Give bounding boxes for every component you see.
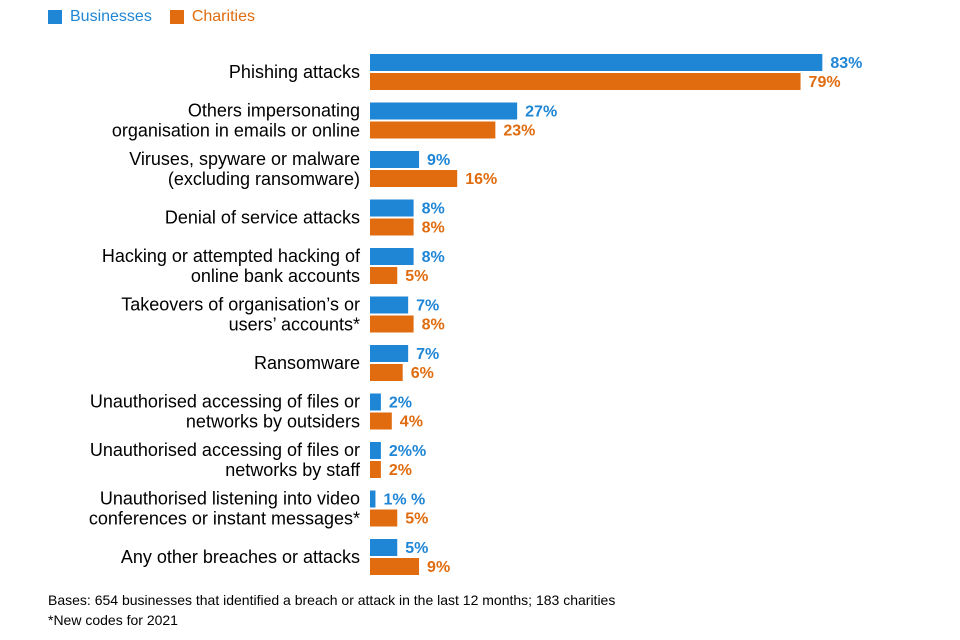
bar-charities (370, 558, 420, 575)
value-label-businesses: 2%% (389, 443, 426, 460)
bar-businesses (370, 54, 823, 71)
category-label: Unauthorised accessing of files or networ… (90, 440, 361, 480)
value-label-charities: 9% (427, 559, 450, 576)
value-label-charities: 79% (809, 74, 841, 91)
value-label-charities: 8% (422, 220, 445, 237)
value-label-businesses: 5% (405, 540, 428, 557)
bar-businesses (370, 345, 409, 362)
category-label: Denial of service attacks (165, 208, 360, 228)
value-label-charities: 4% (400, 414, 423, 431)
bar-charities (370, 461, 381, 478)
bar-charities (370, 218, 414, 236)
category-label: Unauthorised listening into video confere… (89, 489, 360, 529)
bar-charities (370, 121, 496, 139)
value-label-charities: 8% (422, 317, 445, 334)
bar-businesses (370, 296, 409, 314)
bar-charities (370, 412, 392, 430)
value-label-businesses: 83% (830, 55, 862, 72)
bar-charities (370, 509, 398, 527)
bar-businesses (370, 248, 414, 265)
value-label-businesses: 7% (416, 298, 439, 315)
bar-charities (370, 364, 403, 381)
legend-label-businesses: Businesses (70, 8, 152, 25)
category-label: Takeovers of organisation’s or users’ acc… (121, 295, 360, 335)
value-label-businesses: 9% (427, 152, 450, 169)
footnote-bases: Bases: 654 businesses that identified a … (48, 592, 616, 608)
value-label-businesses: 8% (422, 249, 445, 266)
bar-businesses (370, 539, 398, 556)
legend-swatch-charities (169, 10, 184, 24)
bar-charities (370, 267, 398, 284)
value-label-charities: 5% (405, 511, 428, 528)
category-label: Hacking or attempted hacking of online ba… (102, 246, 361, 286)
category-label: Any other breaches or attacks (121, 547, 360, 567)
legend: Businesses Charities (48, 8, 273, 26)
value-label-charities: 16% (465, 171, 497, 188)
value-label-businesses: 7% (416, 346, 439, 363)
value-label-charities: 6% (411, 365, 434, 382)
legend-label-charities: Charities (191, 8, 255, 25)
category-label: Viruses, spyware or malware (excluding ra… (129, 149, 360, 189)
bar-businesses (370, 102, 518, 120)
category-label: Ransomware (254, 353, 360, 373)
bar-businesses (370, 442, 381, 459)
category-label: Others impersonating organisation in emai… (112, 101, 360, 141)
bar-charities (370, 315, 414, 333)
value-label-businesses: 27% (525, 104, 557, 121)
value-label-charities: 23% (503, 123, 535, 140)
legend-item-charities: Charities (169, 8, 255, 26)
bar-charities (370, 170, 458, 187)
legend-item-businesses: Businesses (48, 8, 152, 26)
value-label-businesses: 1% % (383, 492, 425, 509)
value-label-businesses: 2% (389, 395, 412, 412)
bar-charities (370, 73, 801, 90)
value-label-charities: 5% (405, 268, 428, 285)
value-label-businesses: 8% (422, 201, 445, 218)
legend-swatch-businesses (48, 10, 62, 24)
footnote-new-codes: *New codes for 2021 (48, 612, 178, 628)
bar-businesses (370, 393, 381, 411)
bar-businesses (370, 490, 376, 508)
bar-chart: Phishing attacks 83% 79% Others impersonati… (89, 54, 862, 576)
bar-businesses (370, 199, 414, 217)
category-label: Unauthorised accessing of files or networ… (90, 392, 360, 432)
bar-businesses (370, 151, 420, 168)
category-label: Phishing attacks (229, 62, 360, 82)
value-label-charities: 2% (389, 462, 412, 479)
